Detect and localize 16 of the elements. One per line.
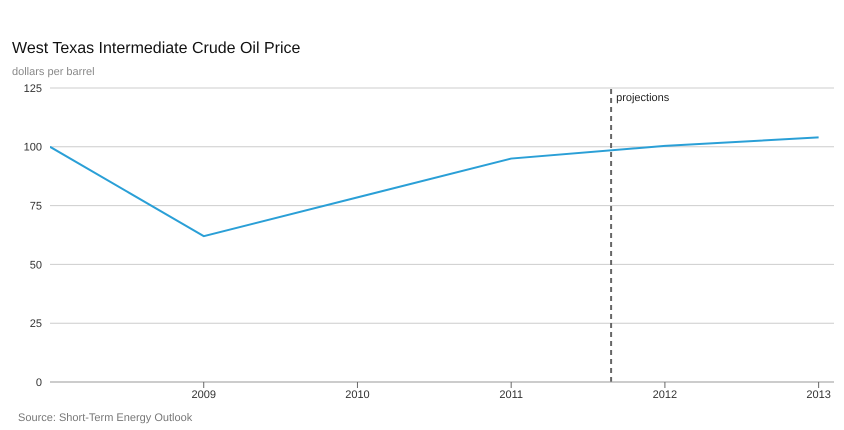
chart-title: West Texas Intermediate Crude Oil Price <box>12 40 300 58</box>
x-tick-label: 2013 <box>806 388 831 401</box>
x-tick-label: 2010 <box>345 388 370 401</box>
y-tick-label: 125 <box>24 82 42 95</box>
source-note: Source: Short-Term Energy Outlook <box>18 412 192 424</box>
y-tick-label: 50 <box>30 259 42 272</box>
y-axis-title: dollars per barrel <box>12 66 95 78</box>
y-tick-label: 100 <box>24 142 42 154</box>
ref-line-label: projections <box>616 92 670 104</box>
y-tick-label: 75 <box>30 200 42 213</box>
y-tick-label: 0 <box>36 376 42 389</box>
y-tick-label: 25 <box>30 318 42 330</box>
line-series <box>50 136 820 238</box>
x-tick-label: 2012 <box>652 388 678 401</box>
x-tick-label: 2009 <box>191 388 216 401</box>
x-tick-label: 2011 <box>499 388 524 401</box>
